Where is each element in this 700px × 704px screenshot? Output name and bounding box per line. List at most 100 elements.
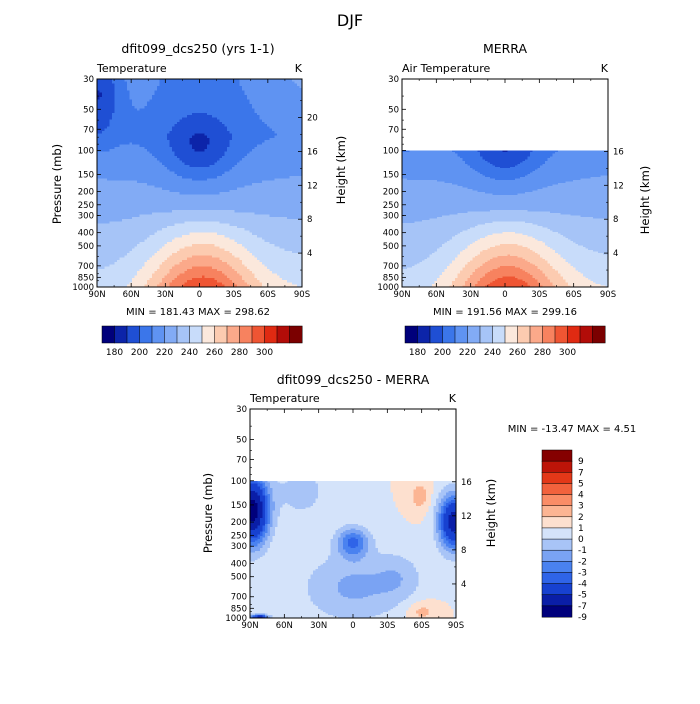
contour-cell xyxy=(400,555,445,558)
contour-cell xyxy=(97,214,141,218)
pressure-tick-label: 50 xyxy=(388,105,399,115)
contour-cell xyxy=(250,571,314,574)
contour-cell xyxy=(239,160,303,164)
contour-cell xyxy=(267,500,271,503)
contour-cell xyxy=(522,160,546,163)
contour-cell xyxy=(340,592,382,595)
contour-cell xyxy=(97,282,131,286)
contour-cell xyxy=(257,503,264,506)
contour-cell xyxy=(433,486,445,489)
contour-cell xyxy=(467,229,551,232)
contour-cell xyxy=(443,521,450,524)
contour-cell xyxy=(567,284,602,287)
contour-cell xyxy=(254,275,281,279)
contour-cell xyxy=(438,522,442,525)
lat-tick-label: 30S xyxy=(379,621,395,631)
contour-cell xyxy=(407,267,448,270)
contour-cell xyxy=(162,228,246,232)
contour-cell xyxy=(440,552,452,555)
contour-cell xyxy=(250,483,259,486)
contour-cell xyxy=(402,272,443,275)
contour-cell xyxy=(400,512,427,515)
contour-cell xyxy=(285,503,289,506)
contour-cell xyxy=(368,543,377,546)
contour-cell xyxy=(479,251,536,254)
contour-cell xyxy=(368,546,377,549)
contour-cell xyxy=(265,532,271,536)
pressure-tick-label: 70 xyxy=(388,125,399,135)
contour-cell xyxy=(402,217,438,220)
colorbar-swatch xyxy=(126,325,140,344)
contour-cell xyxy=(477,190,534,193)
colorbar-swatch xyxy=(541,583,573,596)
contour-cell xyxy=(250,521,261,524)
contour-cell xyxy=(144,146,173,150)
contour-cell xyxy=(438,504,445,507)
contour-cell xyxy=(438,547,445,550)
contour-cell xyxy=(250,527,259,530)
contour-cell xyxy=(472,258,491,261)
contour-cell xyxy=(275,507,281,510)
contour-cell xyxy=(492,193,519,196)
contour-cell xyxy=(395,506,429,509)
contour-cell xyxy=(252,232,303,236)
contour-cell xyxy=(250,510,259,513)
lat-tick-label: 90N xyxy=(88,290,105,300)
contour-cell xyxy=(342,546,352,549)
contour-cell xyxy=(402,159,463,162)
contour-cell xyxy=(360,559,409,562)
contour-cell xyxy=(552,184,609,187)
contour-cell xyxy=(388,610,407,613)
colorbar-swatch xyxy=(164,325,178,344)
colorbar-label: -1 xyxy=(578,546,587,556)
contour-cell xyxy=(207,135,233,139)
contour-cell xyxy=(435,541,442,545)
contour-cell xyxy=(380,613,407,616)
contour-cell xyxy=(307,591,339,594)
contour-cell xyxy=(499,266,516,269)
contour-cell xyxy=(250,595,311,598)
contour-cell xyxy=(492,221,526,224)
contour-cell xyxy=(247,153,303,157)
contour-cell xyxy=(402,186,463,189)
height-tick-label: 8 xyxy=(613,215,618,225)
contour-cell xyxy=(260,537,264,540)
contour-cell xyxy=(275,509,281,512)
contour-cell xyxy=(542,226,609,229)
contour-cell xyxy=(97,101,116,105)
contour-cell xyxy=(262,504,266,507)
contour-cell xyxy=(270,509,276,512)
contour-cell xyxy=(464,282,478,285)
contour-cell xyxy=(355,532,364,536)
pressure-tick-label: 200 xyxy=(78,188,94,198)
contour-cell xyxy=(347,559,362,562)
lat-tick-label: 60N xyxy=(276,621,293,631)
contour-cell xyxy=(157,268,171,272)
contour-cell xyxy=(250,579,309,582)
contour-cell xyxy=(420,522,434,525)
contour-cell xyxy=(249,101,303,105)
contour-cell xyxy=(462,186,549,189)
contour-cell xyxy=(209,140,231,143)
contour-cell xyxy=(525,175,602,178)
contour-cell xyxy=(332,537,339,540)
contour-cell xyxy=(149,235,183,238)
contour-cell xyxy=(443,528,452,531)
contour-cell xyxy=(139,108,256,112)
contour-cell xyxy=(443,540,450,543)
contour-cell xyxy=(340,579,404,582)
contour-cell xyxy=(172,128,228,132)
contour-cell xyxy=(552,284,569,287)
contour-cell xyxy=(239,83,298,87)
contour-cell xyxy=(114,106,136,109)
contour-cell xyxy=(365,535,374,539)
contour-cell xyxy=(440,509,445,512)
contour-cell xyxy=(137,180,263,184)
contour-cell xyxy=(433,513,437,516)
contour-cell xyxy=(402,257,428,260)
contour-cell xyxy=(587,248,609,251)
contour-cell xyxy=(482,264,536,267)
contour-cell xyxy=(457,233,494,236)
contour-cell xyxy=(472,189,539,192)
contour-cell xyxy=(224,171,303,175)
